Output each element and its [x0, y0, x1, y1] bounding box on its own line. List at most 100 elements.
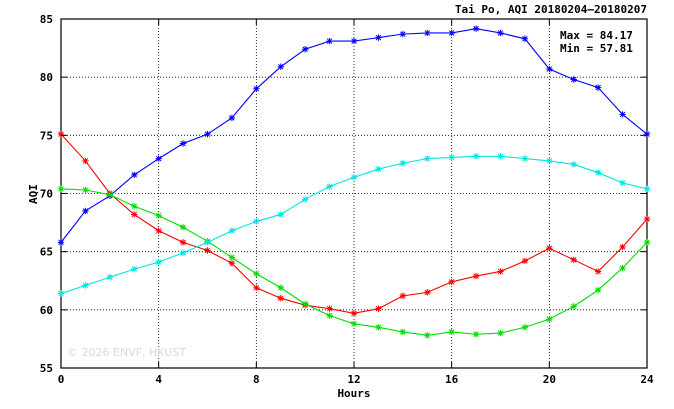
data-point [301, 300, 309, 308]
data-point [82, 186, 89, 194]
data-point [82, 282, 89, 289]
data-point [155, 258, 162, 266]
series-layer [57, 25, 651, 339]
x-tick-label: 8 [253, 373, 260, 386]
data-point [521, 324, 529, 331]
data-point [326, 305, 333, 312]
data-point [301, 196, 309, 203]
data-point [570, 76, 577, 83]
data-point [546, 157, 553, 165]
data-point [131, 211, 138, 218]
data-point [424, 332, 431, 339]
data-point [253, 85, 260, 92]
chart-title: Tai Po, AQI 20180204–20180207 [455, 3, 647, 16]
data-point [497, 153, 504, 160]
data-point [350, 174, 358, 181]
data-point [326, 37, 333, 45]
x-axis-label: Hours [337, 387, 370, 400]
data-point [399, 292, 407, 300]
data-point [57, 130, 65, 138]
data-point [448, 328, 455, 336]
y-tick-label: 60 [40, 304, 53, 317]
data-point [131, 171, 138, 179]
data-point [375, 305, 382, 312]
x-tick-label: 20 [543, 373, 556, 386]
series-1 [57, 25, 651, 246]
data-point [57, 239, 65, 246]
data-point [594, 286, 602, 294]
y-tick-label: 75 [40, 129, 53, 142]
data-point [594, 84, 602, 91]
data-point [472, 25, 480, 32]
max-label: Max = 84.17 [560, 29, 633, 42]
data-point [497, 329, 504, 337]
data-point [497, 29, 504, 37]
x-tick-label: 12 [347, 373, 360, 386]
data-point [277, 63, 284, 70]
data-point [424, 289, 431, 296]
data-point [619, 179, 626, 187]
data-point [594, 169, 602, 176]
y-tick-label: 85 [40, 13, 53, 26]
data-point [570, 303, 577, 310]
data-point [643, 130, 651, 138]
x-tick-label: 0 [58, 373, 65, 386]
data-point [570, 256, 577, 264]
data-point [106, 191, 114, 198]
min-label: Min = 57.81 [560, 42, 633, 55]
data-point [643, 185, 651, 193]
data-point [179, 239, 187, 246]
data-point [228, 254, 236, 261]
watermark: © 2026 ENVF, HKUST [67, 346, 186, 359]
data-point [228, 227, 236, 234]
data-point [399, 328, 407, 336]
y-tick-label: 55 [40, 362, 53, 375]
data-point [448, 278, 455, 286]
data-point [155, 227, 162, 234]
data-point [375, 34, 382, 41]
data-point [472, 153, 480, 160]
data-point [399, 160, 407, 167]
data-point [131, 265, 138, 273]
y-tick-label: 70 [40, 188, 53, 201]
data-point [131, 203, 138, 210]
data-point [472, 331, 480, 338]
data-point [228, 260, 236, 267]
data-point [619, 264, 626, 272]
data-point [57, 290, 65, 297]
data-point [204, 130, 211, 138]
data-point [277, 295, 284, 302]
data-point [643, 239, 651, 246]
data-point [521, 257, 529, 265]
data-point [350, 37, 358, 45]
data-point [448, 29, 455, 37]
data-point [57, 185, 65, 193]
data-point [643, 215, 651, 223]
data-point [619, 111, 626, 118]
x-tick-label: 4 [155, 373, 162, 386]
data-point [253, 270, 260, 277]
data-point [521, 35, 529, 42]
data-point [424, 29, 431, 37]
y-tick-label: 80 [40, 71, 53, 84]
data-point [301, 46, 309, 53]
data-point [350, 320, 358, 327]
data-point [155, 212, 162, 219]
grid-lines [61, 19, 647, 368]
data-point [521, 155, 529, 162]
data-point [155, 155, 162, 162]
data-point [253, 218, 260, 225]
data-point [179, 140, 187, 147]
data-point [204, 247, 211, 254]
data-point [570, 161, 577, 168]
data-point [375, 324, 382, 331]
data-point [277, 284, 284, 291]
data-point [619, 243, 626, 251]
data-point [546, 315, 553, 323]
y-tick-label: 65 [40, 246, 53, 259]
data-point [82, 157, 89, 165]
data-point [448, 154, 455, 161]
data-point [82, 207, 89, 215]
data-point [326, 183, 333, 190]
data-point [350, 310, 358, 317]
